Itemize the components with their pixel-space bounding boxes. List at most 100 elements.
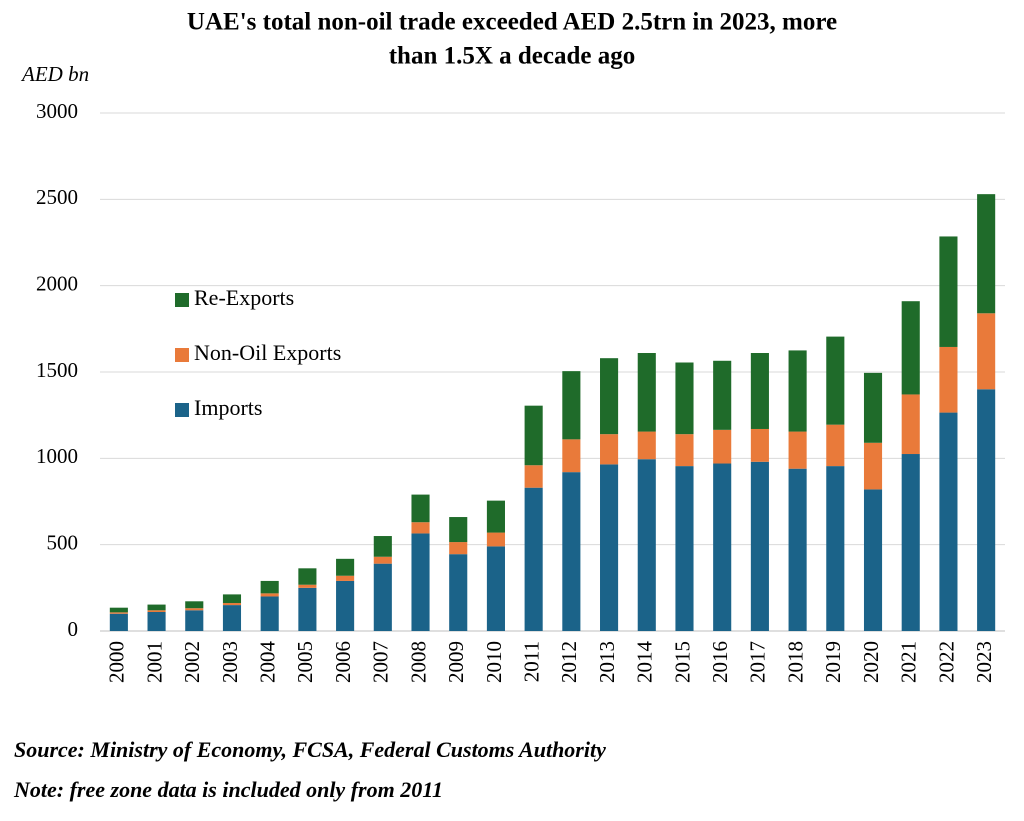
bar-segment xyxy=(562,371,581,440)
x-tick-label: 2008 xyxy=(406,641,430,683)
bar-segment xyxy=(524,465,543,488)
bar-segment xyxy=(109,613,128,631)
bar-segment xyxy=(901,301,920,395)
x-tick-label: 2015 xyxy=(670,641,694,683)
bar-segment xyxy=(637,431,656,460)
bar-segment xyxy=(863,442,883,490)
bar-segment xyxy=(260,596,279,631)
x-tick-label: 2005 xyxy=(293,641,317,683)
x-tick-label: 2001 xyxy=(142,641,166,683)
x-tick-label: 2017 xyxy=(746,641,770,683)
bar-segment xyxy=(939,412,958,631)
bar-segment xyxy=(637,459,656,631)
x-tick-label: 2016 xyxy=(708,641,732,683)
y-tick-label: 2500 xyxy=(36,185,78,209)
bar-segment xyxy=(486,546,505,631)
bar-segment xyxy=(826,424,845,467)
bar-segment xyxy=(939,346,958,413)
bar-segment xyxy=(373,556,392,564)
legend-label: Non-Oil Exports xyxy=(194,340,341,365)
x-tick-label: 2002 xyxy=(180,641,204,683)
x-tick-label: 2011 xyxy=(519,641,543,682)
bar-segment xyxy=(486,500,505,533)
bar-segment xyxy=(222,603,242,606)
bar-segment xyxy=(977,389,996,631)
bar-segment xyxy=(713,429,732,464)
bar-segment xyxy=(185,601,204,609)
x-tick-label: 2000 xyxy=(105,641,129,683)
x-tick-label: 2006 xyxy=(331,641,355,683)
bar-segment xyxy=(750,353,769,429)
bar-segment xyxy=(600,434,619,465)
bar-segment xyxy=(260,593,279,597)
chart-title: than 1.5X a decade ago xyxy=(389,43,636,70)
x-tick-label: 2021 xyxy=(897,641,921,683)
footnote: Note: free zone data is included only fr… xyxy=(13,777,443,802)
bar-segment xyxy=(298,568,317,585)
x-tick-label: 2023 xyxy=(972,641,996,683)
bar-segment xyxy=(675,362,694,435)
legend-label: Imports xyxy=(194,395,262,420)
bar-segment xyxy=(185,608,204,611)
bar-segment xyxy=(147,604,166,611)
bar-segment xyxy=(524,487,543,631)
y-tick-label: 0 xyxy=(68,617,79,641)
bar-segment xyxy=(600,358,619,435)
bar-segment xyxy=(863,489,883,631)
bar-segment xyxy=(373,563,392,631)
y-tick-label: 1000 xyxy=(36,444,78,468)
bar-segment xyxy=(109,607,128,613)
y-tick-label: 1500 xyxy=(36,358,78,382)
x-tick-label: 2003 xyxy=(218,641,242,683)
bar-segment xyxy=(788,431,807,469)
y-axis-label: AED bn xyxy=(20,62,89,86)
legend-swatch xyxy=(175,348,189,362)
bar-segment xyxy=(449,542,468,555)
bar-segment xyxy=(675,466,694,631)
bar-segment xyxy=(298,584,317,588)
legend-label: Re-Exports xyxy=(194,285,294,310)
bar-segment xyxy=(298,587,317,631)
x-tick-label: 2009 xyxy=(444,641,468,683)
bar-segment xyxy=(826,466,845,631)
bar-segment xyxy=(675,434,694,467)
bar-segment xyxy=(977,313,996,390)
bar-segment xyxy=(750,428,769,462)
bar-segment xyxy=(411,494,430,523)
x-tick-label: 2013 xyxy=(595,641,619,683)
bar-segment xyxy=(373,536,392,557)
bar-segment xyxy=(977,194,996,314)
bar-segment xyxy=(713,463,732,631)
bar-segment xyxy=(788,350,807,432)
bar-segment xyxy=(901,394,920,455)
legend-swatch xyxy=(175,403,189,417)
x-tick-label: 2010 xyxy=(482,641,506,683)
bar-segment xyxy=(336,580,355,631)
bar-segment xyxy=(222,605,242,631)
x-tick-label: 2004 xyxy=(256,641,280,684)
bar-segment xyxy=(713,360,732,430)
x-tick-label: 2007 xyxy=(369,641,393,683)
bar-segment xyxy=(562,472,581,631)
bar-segment xyxy=(449,554,468,631)
x-tick-label: 2019 xyxy=(821,641,845,683)
bar-segment xyxy=(901,454,920,631)
bar-segment xyxy=(336,575,355,581)
bar-segment xyxy=(826,336,845,425)
bar-segment xyxy=(336,558,355,576)
bar-segment xyxy=(222,594,242,604)
x-tick-label: 2014 xyxy=(633,641,657,684)
x-tick-label: 2012 xyxy=(557,641,581,683)
bar-segment xyxy=(562,439,581,473)
bar-segment xyxy=(109,612,128,614)
y-tick-label: 3000 xyxy=(36,99,78,123)
bar-segment xyxy=(863,372,883,443)
bar-segment xyxy=(147,610,166,613)
bar-segment xyxy=(449,517,468,543)
bar-segment xyxy=(185,610,204,631)
x-tick-label: 2018 xyxy=(783,641,807,683)
y-tick-label: 2000 xyxy=(36,271,78,295)
bar-segment xyxy=(637,353,656,432)
bar-segment xyxy=(788,468,807,631)
